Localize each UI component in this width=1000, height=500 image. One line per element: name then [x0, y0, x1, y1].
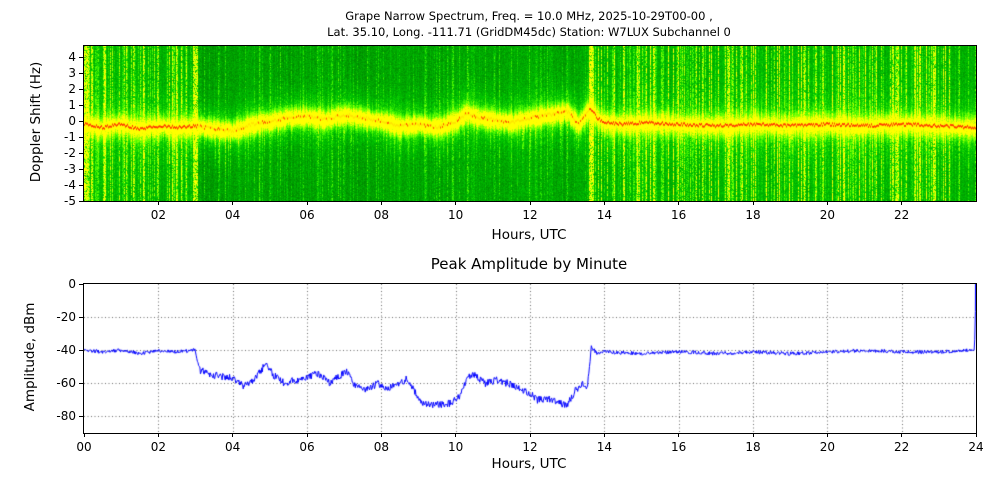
y-tick-mark [79, 104, 83, 106]
x-tick-mark [157, 201, 159, 205]
y-tick-label: -40 [56, 343, 76, 358]
x-tick-mark [306, 433, 308, 437]
x-tick-label: 22 [894, 208, 910, 222]
x-tick-label: 04 [225, 208, 241, 222]
x-tick-mark [752, 433, 754, 437]
y-tick-label: -3 [64, 162, 76, 177]
x-tick-label: 24 [968, 440, 984, 454]
x-tick-label: 12 [522, 440, 538, 454]
x-tick-label: 06 [299, 440, 315, 454]
y-tick-mark [79, 56, 83, 58]
x-tick-label: 20 [819, 440, 835, 454]
y-tick-mark [79, 120, 83, 122]
x-tick-mark [603, 433, 605, 437]
x-tick-mark [678, 201, 680, 205]
amplitude-canvas [84, 284, 976, 433]
x-tick-label: 16 [671, 440, 687, 454]
x-tick-mark [529, 433, 531, 437]
y-tick-mark [79, 88, 83, 90]
x-tick-mark [306, 201, 308, 205]
y-tick-label: 0 [68, 114, 76, 129]
x-tick-mark [826, 433, 828, 437]
x-tick-mark [455, 201, 457, 205]
x-tick-label: 08 [373, 208, 389, 222]
y-tick-label: -2 [64, 146, 76, 161]
x-tick-label: 18 [745, 440, 761, 454]
y-tick-mark [79, 184, 83, 186]
spectrogram-title-line2: Lat. 35.10, Long. -111.71 (GridDM45dc) S… [327, 25, 731, 40]
y-tick-label: -60 [56, 376, 76, 391]
y-tick-mark [79, 415, 83, 417]
x-tick-mark [157, 433, 159, 437]
y-tick-mark [79, 168, 83, 170]
x-tick-mark [83, 433, 85, 437]
x-tick-mark [678, 433, 680, 437]
y-tick-label: 1 [68, 98, 76, 113]
amplitude-plot: 00 02 04 06 08 10 12 14 16 18 20 22 24 0 -20 -40 -60 -80 [56, 277, 983, 454]
x-tick-mark [380, 201, 382, 205]
y-tick-label: 0 [68, 277, 76, 291]
amplitude-y-axis-label: Amplitude, dBm [22, 302, 38, 412]
x-tick-label: 18 [745, 208, 761, 222]
y-tick-label: -1 [64, 130, 76, 145]
spectrogram-x-axis-label: Hours, UTC [491, 227, 567, 243]
y-tick-mark [79, 136, 83, 138]
x-tick-mark [826, 201, 828, 205]
x-tick-label: 00 [76, 440, 92, 454]
x-tick-mark [232, 201, 234, 205]
y-tick-mark [79, 382, 83, 384]
x-tick-label: 04 [225, 440, 241, 454]
y-tick-mark [79, 200, 83, 202]
y-tick-label: 3 [68, 66, 76, 81]
y-tick-mark [79, 349, 83, 351]
x-tick-mark [529, 201, 531, 205]
x-tick-label: 22 [894, 440, 910, 454]
x-tick-label: 10 [448, 440, 464, 454]
y-tick-label: 4 [68, 50, 76, 65]
amplitude-x-axis-label: Hours, UTC [491, 456, 567, 472]
x-tick-label: 20 [819, 208, 835, 222]
y-tick-mark [79, 72, 83, 74]
x-tick-mark [752, 201, 754, 205]
y-tick-mark [79, 316, 83, 318]
x-tick-label: 14 [596, 208, 612, 222]
y-tick-label: -4 [64, 178, 76, 193]
x-tick-label: 02 [150, 440, 166, 454]
y-tick-label: -20 [56, 310, 76, 325]
x-tick-mark [380, 433, 382, 437]
y-tick-mark [79, 152, 83, 154]
spectrogram-canvas [84, 46, 976, 201]
x-tick-label: 06 [299, 208, 315, 222]
x-tick-mark [901, 433, 903, 437]
y-tick-label: -5 [64, 194, 76, 208]
spectrogram-title: Grape Narrow Spectrum, Freq. = 10.0 MHz,… [83, 8, 975, 40]
amplitude-title: Peak Amplitude by Minute [430, 255, 628, 273]
x-tick-mark [232, 433, 234, 437]
x-tick-label: 10 [448, 208, 464, 222]
x-tick-label: 02 [150, 208, 166, 222]
x-tick-mark [901, 201, 903, 205]
y-tick-mark [79, 283, 83, 285]
x-tick-label: 14 [596, 440, 612, 454]
x-tick-mark [603, 201, 605, 205]
spectrogram-y-axis-label: Doppler Shift (Hz) [28, 61, 44, 183]
spectrogram-plot: 02 04 06 08 10 12 14 16 18 20 22 4 3 2 1 0 -1 -2 -3 -4 -5 [64, 45, 977, 222]
x-tick-mark [975, 433, 977, 437]
y-tick-label: -80 [56, 409, 76, 424]
spectrogram-title-line1: Grape Narrow Spectrum, Freq. = 10.0 MHz,… [345, 9, 713, 23]
x-tick-label: 16 [671, 208, 687, 222]
x-tick-label: 08 [373, 440, 389, 454]
x-tick-mark [455, 433, 457, 437]
y-tick-label: 2 [68, 82, 76, 97]
x-tick-label: 12 [522, 208, 538, 222]
